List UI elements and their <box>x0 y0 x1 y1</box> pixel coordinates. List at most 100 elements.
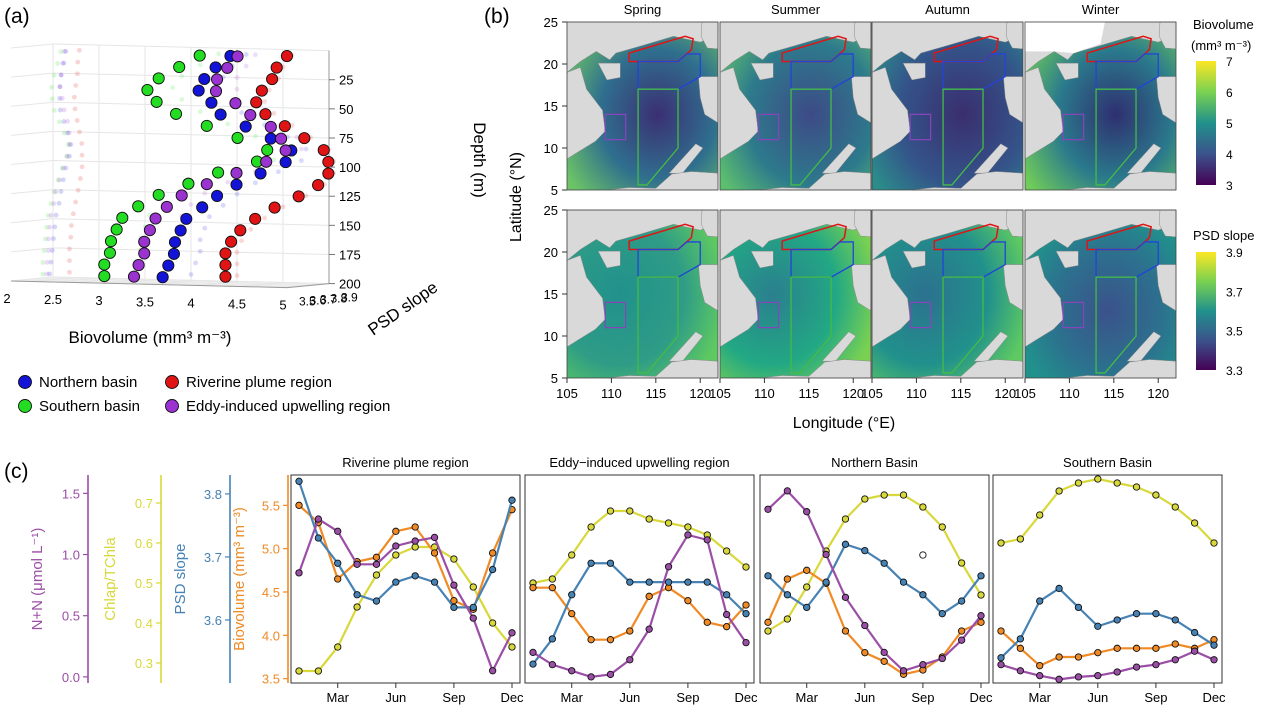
a-point-riverine <box>322 155 335 168</box>
a-point-southern <box>110 223 123 236</box>
a-point-southern <box>182 177 195 190</box>
point-nn <box>1152 660 1160 669</box>
legend-label-southern: Southern basin <box>39 398 140 415</box>
point-chla <box>1152 491 1160 499</box>
facet-2: Eddy−induced upwelling region Mar Jun Sep De… <box>524 455 758 705</box>
a-shadow-point <box>51 236 56 242</box>
a-shadow-point <box>67 142 72 147</box>
a-shadow-point <box>188 272 194 277</box>
lon-tick-label: 120 <box>1147 386 1169 401</box>
a-point-eddy <box>132 259 145 272</box>
point-chla <box>1094 475 1102 483</box>
a-shadow-point <box>60 177 66 183</box>
panel-b-colorbars: Biovolume (mm³ m⁻³) 7 6 5 4 3 PSD slope 3.9 3.7 3.… <box>1191 17 1254 378</box>
box-eddy <box>909 301 932 329</box>
c-axis-tick-label: 3.7 <box>204 550 222 565</box>
a-shadow-point <box>67 153 72 159</box>
point-biovolume <box>742 601 750 609</box>
point-chla <box>664 519 673 527</box>
a-shadow-point <box>179 97 185 102</box>
facet-3: Northern Basin Mar Jun Sep Dec <box>759 455 993 705</box>
a-shadow-point <box>40 271 46 277</box>
a-shadow-point <box>197 62 203 68</box>
c-x-tick-label: Dec <box>500 690 524 705</box>
a-y-axis-title: PSD slope <box>364 278 441 340</box>
a-shadow-point <box>60 165 66 171</box>
land-hainan <box>597 62 621 81</box>
point-biovolume <box>295 501 303 509</box>
c-x-tick-label: Jun <box>385 690 406 705</box>
panel-c-seasonal-lines: 1.5 1.0 0.5 0.0 N+N (μmol L⁻¹) 0.7 0.6 0.5 0.4 0.… <box>29 455 1226 705</box>
a-shadow-point <box>76 47 82 53</box>
point-psd <box>1190 628 1199 637</box>
a-shadow-point <box>75 59 81 65</box>
point-psd <box>626 578 634 586</box>
panel-a-legend: Northern basin Riverine plume region South… <box>18 374 390 415</box>
c-axis-tick-label: 1.5 <box>62 486 80 501</box>
land-luzon <box>1156 264 1177 312</box>
a-shadow-point <box>52 107 57 113</box>
a-point-eddy <box>264 120 277 133</box>
map-frame <box>1024 21 1177 191</box>
a-point-southern <box>103 246 116 259</box>
a-shadow-point <box>63 48 69 54</box>
land-hainan <box>1055 250 1079 269</box>
point-psd <box>880 559 888 567</box>
a-shadow-point <box>57 107 63 113</box>
box-riverine <box>933 223 999 251</box>
c-x-tick-label: Jun <box>619 690 640 705</box>
point-nn <box>841 593 850 602</box>
a-gridline-side <box>10 160 54 165</box>
b-x-axis-title: Longitude (°E) <box>793 415 895 432</box>
a-shadow-point <box>179 73 185 79</box>
a-x-axis-title: Biovolume (mm³ m⁻³) <box>69 328 232 347</box>
land-hainan <box>902 250 926 269</box>
colorbar-tick-label: 5 <box>1226 117 1233 131</box>
point-biovolume <box>392 527 400 535</box>
a-point-southern <box>98 258 111 271</box>
a-point-northern <box>264 132 277 145</box>
point-chla <box>919 503 927 511</box>
point-nn <box>295 569 303 577</box>
a-point-northern <box>156 271 169 284</box>
a-point-southern <box>231 131 244 144</box>
a-shadow-point <box>64 153 69 159</box>
point-nn <box>508 629 516 637</box>
a-shadow-point <box>234 86 240 92</box>
a-shadow-point <box>266 87 272 93</box>
point-chla <box>645 515 653 523</box>
point-biovolume <box>997 627 1005 635</box>
a-point-northern <box>214 108 227 121</box>
point-chla <box>1113 479 1121 487</box>
land-hainan <box>902 62 926 81</box>
box-riverine <box>781 223 847 251</box>
point-biovolume <box>1016 644 1025 652</box>
point-psd <box>1094 622 1102 630</box>
a-gridline-floor <box>21 279 298 288</box>
a-point-southern <box>193 49 206 62</box>
point-chla <box>548 575 557 583</box>
a-point-southern <box>104 235 118 248</box>
point-psd <box>568 591 576 599</box>
point-chla <box>1036 511 1044 519</box>
a-point-southern <box>132 200 145 213</box>
a-point-northern <box>239 120 252 133</box>
point-chla <box>1210 539 1218 547</box>
lat-tick-label: 10 <box>544 329 558 344</box>
a-biovolume-tick-label: 2 <box>3 291 10 306</box>
a-shadow-point <box>75 71 80 77</box>
a-point-southern <box>173 60 186 74</box>
c-axis-tick-label: 0.3 <box>135 656 153 671</box>
lon-tick-label: 110 <box>906 386 927 401</box>
a-point-eddy <box>149 212 162 225</box>
a-depth-tick-label: 25 <box>339 73 353 88</box>
a-biovolume-tick-label: 4 <box>187 295 194 310</box>
a-shadow-point <box>303 193 309 199</box>
point-nn <box>450 581 458 589</box>
box-southern <box>1095 88 1137 186</box>
land-luzon <box>1003 264 1024 312</box>
point-nn <box>353 560 361 568</box>
colorbar-tick-label: 3.9 <box>1226 246 1243 260</box>
a-biovolume-tick-label: 3.5 <box>136 294 154 309</box>
land-hainan <box>597 250 621 269</box>
